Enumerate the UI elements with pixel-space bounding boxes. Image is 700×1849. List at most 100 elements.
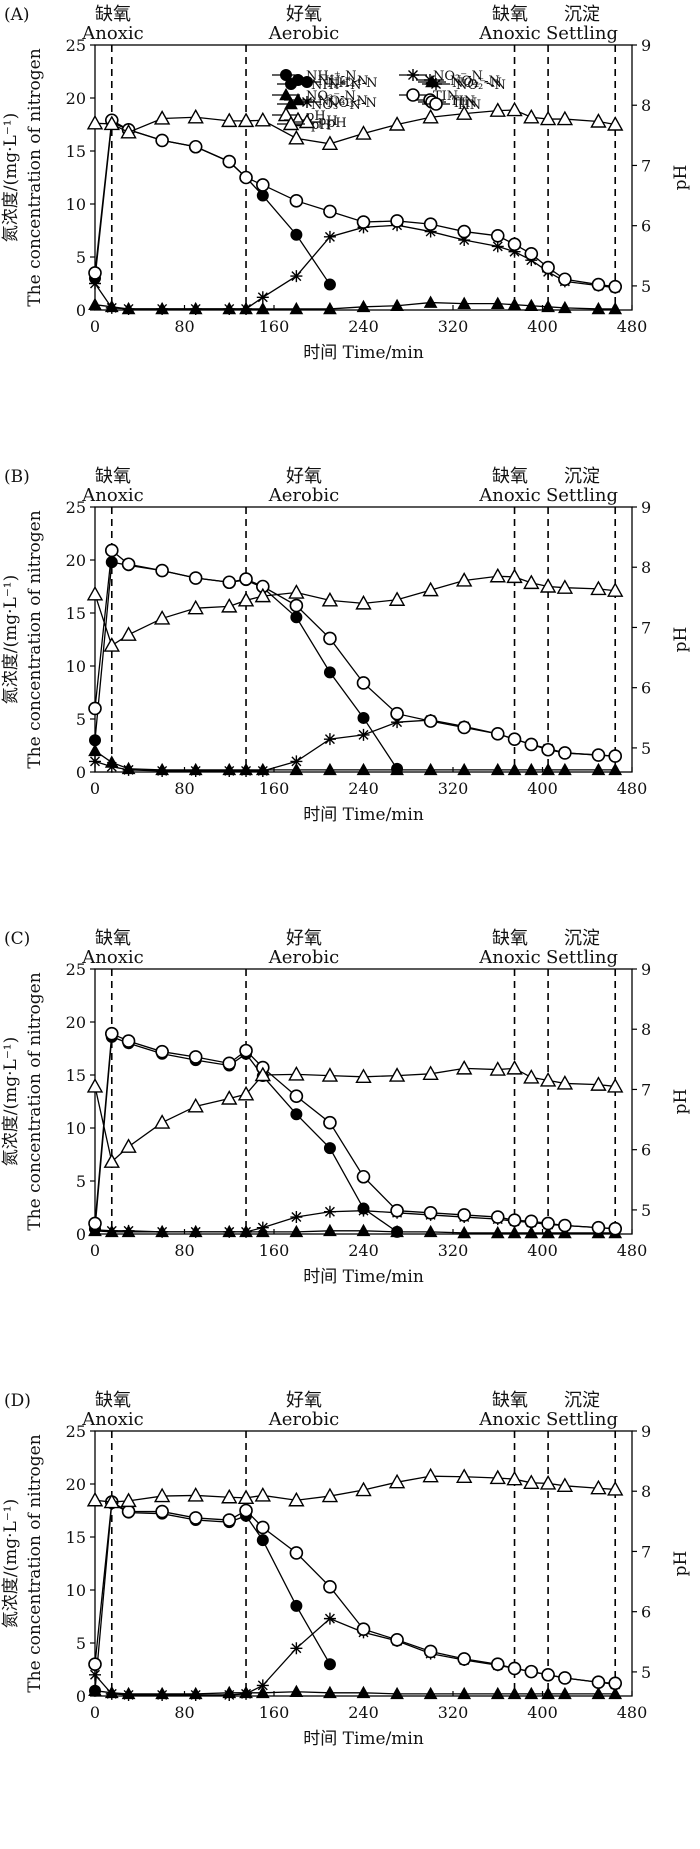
x-tick-label: 480 [617,1241,648,1260]
data-point [239,170,253,185]
series-line-4 [94,1475,616,1503]
data-point [423,1224,438,1238]
y-tick-label: 5 [76,1634,86,1653]
legend-marker [407,69,419,81]
data-point [221,597,238,613]
data-point [121,1504,136,1519]
legend-label: NO₂⁻-N [450,74,500,89]
phase-label-cn: 沉淀 [564,4,600,25]
data-point [507,1661,522,1676]
data-point [355,1481,372,1497]
data-point [222,154,237,169]
data-point [290,611,303,624]
data-point [153,110,171,125]
y2-tick-label: 6 [641,1141,651,1160]
data-point [539,110,557,126]
data-point [255,301,270,315]
data-point [489,102,506,117]
y-tick-label: 10 [66,657,86,676]
x-tick-label: 320 [438,1703,469,1722]
data-point [524,1686,539,1700]
y-axis-title-en: The concentration of nitrogen [25,1434,45,1692]
data-point [455,105,473,120]
y-tick-label: 0 [76,1687,86,1706]
data-point [239,762,253,776]
series-line-4 [94,109,616,145]
data-point [507,1213,522,1228]
data-point [88,1216,102,1231]
data-point [256,1534,269,1547]
data-point [556,1074,574,1090]
data-point [558,1218,572,1233]
phase-label-cn: 好氧 [286,4,322,25]
data-point [423,217,438,231]
phase-label-en: Aerobic [268,23,339,44]
y2-tick-label: 8 [641,1020,651,1039]
phase-label-en: Anoxic [81,1409,143,1430]
y2-tick-label: 8 [641,558,651,577]
data-point [153,1114,171,1129]
data-point [221,112,238,128]
x-tick-label: 80 [174,317,194,336]
y-tick-label: 20 [66,1013,86,1032]
phase-label-cn: 沉淀 [564,1390,600,1411]
data-point [507,1225,522,1239]
legend-marker [430,78,442,90]
data-point [355,125,372,140]
data-point [524,762,539,776]
data-point [356,762,371,776]
data-point [356,1622,371,1637]
data-point [188,139,203,154]
data-point [457,224,471,239]
data-point [256,178,270,192]
y-axis-title-cn: 氮浓度/(mg·L⁻¹) [1,1499,21,1628]
data-point [323,1115,337,1130]
y-tick-label: 0 [76,1225,86,1244]
data-point [490,1657,505,1671]
x-tick-label: 0 [90,779,100,798]
data-point [490,1225,505,1239]
y-tick-label: 5 [76,710,86,729]
data-point [188,571,203,585]
data-point [188,1686,203,1700]
data-point [489,1469,506,1485]
x-tick-label: 0 [90,317,100,336]
data-point [120,123,137,139]
y-tick-label: 0 [76,763,86,782]
data-point [356,1223,371,1237]
data-point [121,1686,136,1700]
data-point [188,762,203,776]
data-point [121,557,136,572]
data-point [88,1657,102,1671]
data-point [103,1153,120,1168]
series-line-0 [94,1502,331,1691]
data-point [591,1675,606,1690]
data-point [608,1676,623,1691]
data-point [323,1142,336,1155]
phase-label-cn: 缺氧 [95,4,131,25]
data-point [221,1488,238,1504]
data-point [321,1487,339,1503]
data-point [323,666,336,679]
data-point [356,215,371,229]
data-point [507,237,522,252]
phase-label-cn: 缺氧 [492,928,528,949]
data-point [237,591,255,607]
data-point [524,247,539,261]
data-point [121,301,136,315]
data-point [86,114,104,130]
data-point [356,676,371,690]
data-point [390,1633,404,1647]
data-point [323,230,336,243]
data-point [455,1468,473,1483]
x-tick-label: 240 [348,779,379,798]
data-point [222,1056,237,1071]
data-point [239,1043,253,1058]
phase-label-cn: 沉淀 [564,928,600,949]
data-point [541,299,555,313]
data-point [391,716,404,729]
x-tick-label: 80 [174,1241,194,1260]
data-point [256,1520,270,1535]
data-point [187,108,204,124]
y2-tick-label: 8 [641,1482,651,1501]
